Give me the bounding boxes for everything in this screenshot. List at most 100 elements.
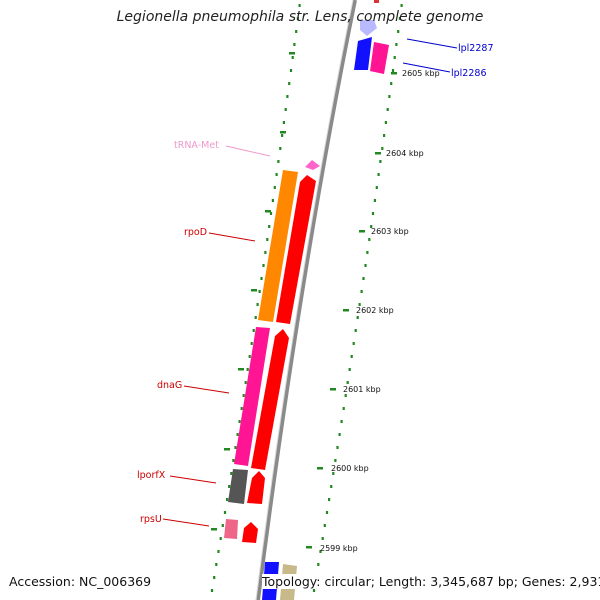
feature-label-lpl2287[interactable]: lpl2287 — [458, 43, 494, 54]
tick-label-2600: 2600 kbp — [331, 464, 369, 473]
scale-tick-2 — [359, 230, 365, 233]
inner-ring-dot — [232, 459, 235, 462]
inner-ring-dot — [277, 160, 280, 163]
outer-ring-dot — [384, 121, 387, 124]
outer-ring-dot — [346, 381, 349, 384]
feature-label-rpsU[interactable]: rpsU — [140, 514, 162, 525]
tick-label-2602: 2602 kbp — [356, 306, 394, 315]
outer-ring-dot — [377, 173, 380, 176]
feature-label-lporfX[interactable]: lporfX — [137, 470, 166, 481]
outer-ring-dot — [371, 212, 375, 215]
outer-ring-dot — [362, 277, 365, 280]
rpoD-leader — [208, 232, 256, 242]
tick-label-2603: 2603 kbp — [371, 227, 409, 236]
outer-ring-dot — [336, 446, 339, 449]
inner-ring-dot — [254, 316, 257, 319]
outer-ring-dot — [354, 329, 357, 332]
outer-ring-dot — [312, 589, 316, 592]
lporfX-gray-block[interactable] — [228, 469, 248, 504]
outer-ring-dot — [330, 485, 333, 488]
feature-label-tRNA-Met[interactable]: tRNA-Met — [174, 140, 219, 151]
scale-tick-7 — [289, 52, 295, 55]
inner-ring-dot — [258, 290, 261, 293]
inner-ring-dot — [223, 511, 227, 514]
tick-label-2604: 2604 kbp — [386, 149, 424, 158]
outer-ring-dot — [381, 147, 384, 150]
scale-tick-0 — [391, 72, 397, 75]
inner-ring-dot — [221, 524, 224, 527]
outer-ring-dot — [325, 511, 329, 514]
outer-scale-ring — [312, 4, 403, 592]
inner-ring-dot — [275, 173, 278, 176]
outer-ring-dot — [332, 472, 335, 475]
inner-ring-dot — [281, 134, 284, 137]
lpl2286-block[interactable] — [370, 42, 389, 74]
inner-ring-dot — [269, 212, 273, 215]
outer-ring-dot — [323, 524, 326, 527]
outer-ring-dot — [398, 17, 401, 20]
partial-gene-fragment[interactable] — [374, 0, 379, 3]
outer-ring-dot — [395, 43, 398, 46]
outer-ring-dot — [400, 4, 403, 7]
tRNA-Met-leader — [225, 145, 271, 157]
scale-tick-12 — [224, 448, 230, 451]
tick-label-2605: 2605 kbp — [402, 69, 440, 78]
dnaG-red-arrow[interactable] — [251, 329, 289, 470]
rpsU-red-arrow[interactable] — [242, 522, 258, 543]
inner-ring-dot — [271, 199, 274, 202]
inner-ring-dot — [284, 108, 287, 111]
inner-ring-dot — [246, 368, 249, 371]
rpoD-orange-block[interactable] — [258, 170, 298, 322]
dnaG-magenta-block[interactable] — [234, 327, 270, 466]
outer-ring-dot — [350, 355, 353, 358]
outer-ring-dot — [317, 563, 320, 566]
lporfX-red-arrow[interactable] — [247, 471, 265, 504]
outer-ring-dot — [358, 303, 361, 306]
outer-ring-dot — [388, 95, 391, 98]
inner-ring-dot — [264, 251, 267, 254]
scale-tick-marks — [211, 52, 397, 549]
scale-tick-4 — [330, 388, 336, 391]
outer-ring-dot — [364, 264, 367, 267]
outer-ring-dot — [368, 238, 371, 241]
scale-tick-3 — [343, 309, 349, 312]
inner-ring-dot — [293, 43, 296, 46]
outer-ring-dot — [319, 550, 322, 553]
lpl2287-arrow-body[interactable] — [354, 37, 372, 70]
inner-ring-dot — [248, 355, 251, 358]
rpoD-red-arrow[interactable] — [276, 175, 316, 324]
inner-ring-dot — [289, 69, 293, 72]
outer-ring-dot — [356, 316, 359, 319]
outer-ring-dot — [386, 108, 389, 111]
outer-ring-dot — [393, 56, 396, 59]
outer-ring-dot — [334, 459, 337, 462]
scale-tick-10 — [251, 289, 257, 292]
inner-ring-dot — [256, 303, 259, 306]
feature-label-rpoD[interactable]: rpoD — [184, 227, 207, 238]
outer-ring-dot — [321, 537, 324, 540]
outer-ring-dot — [379, 160, 382, 163]
inner-ring-dot — [291, 56, 294, 59]
scale-tick-9 — [265, 210, 271, 213]
outer-ring-dot — [342, 407, 345, 410]
rpsU-pink-block[interactable] — [224, 519, 238, 539]
feature-label-dnaG[interactable]: dnaG — [157, 380, 182, 391]
inner-ring-dot — [244, 381, 247, 384]
outer-ring-dot — [366, 251, 369, 254]
lpl2286-leader — [402, 62, 451, 73]
tRNA-Met-arrow[interactable] — [305, 160, 320, 170]
feature-label-lpl2286[interactable]: lpl2286 — [451, 68, 487, 79]
scale-tick-13 — [211, 528, 217, 531]
outer-ring-dot — [328, 498, 331, 501]
inner-ring-dot — [288, 82, 291, 85]
inner-ring-dot — [295, 30, 298, 33]
genome-backbone-highlight — [255, 0, 354, 600]
inner-ring-dot — [219, 537, 222, 540]
inner-ring-dot — [236, 433, 239, 436]
outer-ring-dot — [383, 134, 386, 137]
lpl2287-arrow[interactable] — [360, 20, 377, 36]
inner-ring-dot — [279, 147, 282, 150]
outer-ring-dot — [344, 394, 347, 397]
inner-ring-dot — [298, 4, 301, 7]
inner-ring-dot — [260, 277, 263, 280]
